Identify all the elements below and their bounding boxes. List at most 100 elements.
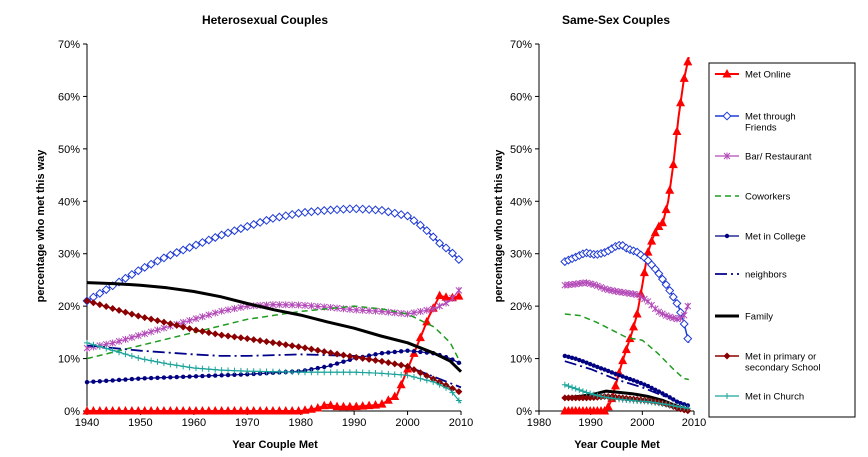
data-point: [372, 356, 380, 364]
data-point: [672, 126, 682, 136]
data-point: [153, 406, 163, 415]
data-point: [238, 372, 244, 377]
data-point: [223, 406, 233, 415]
data-point: [618, 355, 628, 365]
data-point: [269, 301, 277, 309]
data-point: [191, 240, 201, 250]
data-point: [250, 336, 258, 344]
data-point: [565, 383, 572, 390]
data-point: [454, 291, 464, 300]
data-point: [333, 350, 341, 358]
data-point: [358, 204, 368, 214]
data-point: [281, 406, 291, 415]
data-point: [205, 329, 213, 337]
data-point: [594, 282, 601, 290]
data-point: [218, 367, 225, 374]
data-point: [147, 315, 155, 323]
data-point: [255, 217, 265, 227]
y-axis-title: percentage who met this way: [35, 149, 47, 303]
data-point: [295, 369, 302, 376]
data-point: [352, 353, 360, 361]
data-point: [89, 299, 97, 307]
data-point: [174, 374, 179, 380]
series-church: [84, 339, 462, 404]
data-point: [231, 367, 238, 374]
data-point: [645, 398, 652, 405]
data-point: [186, 325, 194, 333]
data-point: [242, 221, 252, 231]
data-point: [404, 310, 411, 318]
data-point: [561, 381, 568, 388]
data-point: [327, 304, 334, 312]
data-point: [179, 323, 187, 331]
data-point: [447, 248, 457, 258]
data-point: [455, 397, 462, 404]
data-point: [598, 366, 604, 371]
data-point: [88, 406, 98, 415]
data-point: [319, 206, 329, 216]
data-point: [212, 366, 219, 373]
data-point: [396, 379, 406, 389]
x-tick-label: 2010: [682, 417, 706, 429]
data-point: [405, 348, 410, 353]
data-point: [133, 266, 143, 276]
data-point: [663, 393, 669, 398]
data-point: [572, 394, 580, 402]
data-point: [314, 302, 322, 310]
data-point: [103, 345, 110, 352]
data-point: [660, 391, 665, 396]
legend-item-online: Met Online: [715, 69, 791, 81]
data-point: [603, 401, 613, 411]
data-point: [141, 330, 149, 338]
data-point: [722, 111, 732, 121]
series-line: [86, 281, 463, 373]
data-point: [679, 319, 689, 329]
data-point: [173, 321, 181, 329]
data-point: [609, 370, 615, 375]
data-point: [390, 208, 400, 218]
data-point: [668, 292, 678, 302]
data-point: [638, 380, 643, 386]
data-point: [352, 306, 360, 314]
data-point: [160, 318, 168, 326]
data-point: [423, 377, 430, 384]
data-point: [249, 219, 259, 229]
data-point: [392, 349, 397, 355]
y-tick-label: 50%: [58, 144, 80, 156]
data-point: [346, 352, 354, 360]
data-point: [454, 254, 464, 264]
data-point: [657, 217, 667, 227]
data-point: [386, 350, 391, 355]
data-point: [410, 309, 418, 317]
data-point: [423, 306, 431, 314]
data-point: [423, 372, 431, 380]
data-point: [274, 212, 284, 222]
data-point: [154, 317, 162, 325]
series-online: [82, 290, 464, 415]
data-point: [161, 375, 167, 380]
data-point: [116, 377, 122, 383]
data-point: [410, 366, 418, 374]
data-point: [199, 365, 206, 372]
data-point: [197, 237, 207, 248]
data-point: [351, 204, 361, 214]
data-point: [109, 304, 117, 312]
series-coworkers: [86, 305, 462, 365]
data-point: [404, 372, 411, 379]
legend-label: Family: [745, 312, 773, 323]
data-point: [384, 359, 392, 367]
data-point: [308, 302, 315, 310]
data-point: [192, 315, 200, 323]
data-point: [378, 370, 385, 377]
data-point: [652, 399, 659, 406]
data-point: [104, 378, 109, 384]
data-point: [178, 406, 188, 415]
data-point: [579, 394, 587, 402]
data-point: [610, 380, 620, 390]
data-point: [210, 232, 220, 242]
data-point: [616, 373, 622, 378]
data-point: [231, 305, 238, 313]
data-point: [595, 364, 600, 370]
chart-same-sex-couples: Same-Sex Couples Year Couple Met percent…: [493, 13, 706, 451]
data-point: [160, 324, 168, 332]
